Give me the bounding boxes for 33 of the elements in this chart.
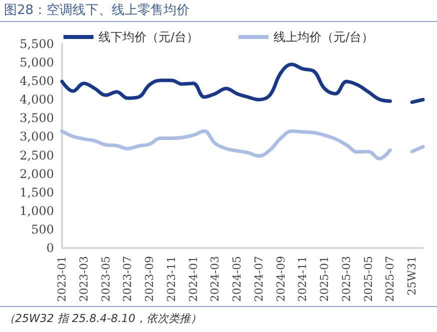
y-tick-label: 3,500 (20, 111, 54, 126)
x-tick-label: 2023-01 (56, 256, 68, 302)
y-tick-label: 2,500 (20, 148, 54, 162)
y-tick-label: 1,500 (20, 185, 54, 200)
x-tick-label: 2023-03 (77, 256, 90, 302)
x-tick-label: 2025-03 (340, 256, 353, 302)
x-tick-label: 2024-07 (252, 256, 266, 302)
legend-label: 线下均价（元/台） (98, 30, 199, 44)
y-tick-label: 5,500 (20, 37, 54, 51)
x-tick-label: 2024-03 (208, 256, 222, 302)
y-tick-label: 0 (46, 241, 54, 255)
x-tick-label: 2025-05 (362, 256, 375, 302)
y-tick-label: 4,500 (20, 74, 54, 88)
y-tick-label: 2,000 (20, 166, 54, 181)
y-tick-label: 5,000 (20, 56, 54, 70)
x-tick-label: 2023-07 (121, 256, 134, 302)
y-tick-label: 4,000 (20, 92, 54, 107)
x-tick-label: 2023-11 (164, 256, 178, 302)
y-tick-label: 3,000 (20, 130, 54, 144)
x-tick-label: 2024-11 (296, 256, 310, 302)
x-tick-label: 2024-09 (274, 256, 288, 302)
x-tick-label: 25W31 (406, 256, 419, 296)
x-tick-label: 2024-01 (186, 256, 200, 302)
legend-label: 线上均价（元/台） (274, 30, 374, 44)
x-tick-label: 2024-05 (230, 256, 244, 302)
chart-title: 图28：空调线下、线上零售均价 (0, 0, 437, 22)
y-tick-label: 500 (31, 222, 54, 236)
x-tick-label: 2025-07 (384, 256, 397, 302)
x-tick-label: 2023-09 (143, 256, 156, 302)
x-tick-label: 2023-05 (99, 256, 112, 302)
x-tick-label: 2025-01 (318, 256, 332, 302)
text: （25W32 指 25.8.4-8.10，依次类推） (0, 306, 437, 332)
y-tick-label: 1,000 (20, 204, 54, 218)
